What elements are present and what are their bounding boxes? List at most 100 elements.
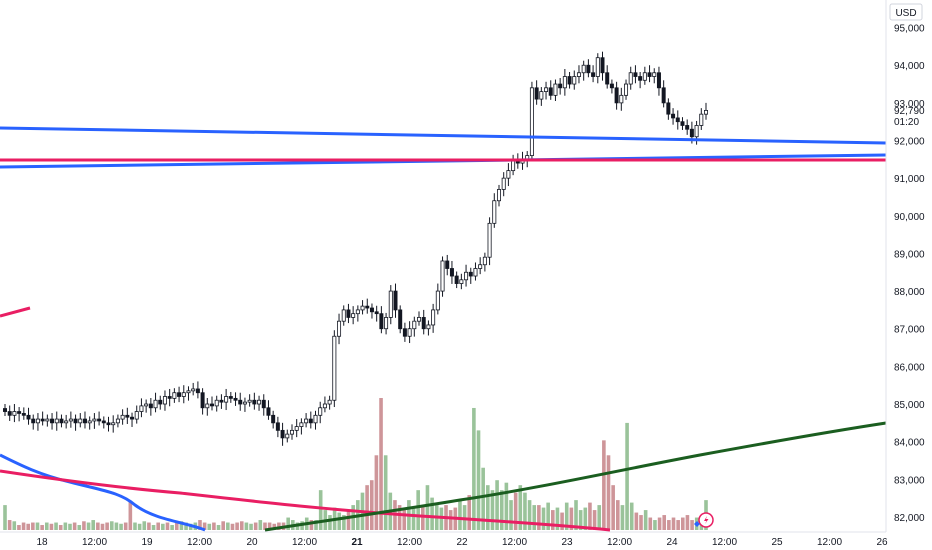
- volume-bar: [337, 512, 342, 530]
- trendline-red-short[interactable]: [0, 306, 31, 318]
- volume-bar: [402, 510, 407, 530]
- time-tick: 12:00: [607, 537, 632, 548]
- volume-bar: [620, 505, 625, 530]
- volume-bar: [96, 522, 100, 530]
- volume-bar: [537, 505, 541, 530]
- volume-bar: [671, 517, 676, 530]
- volume-bar: [657, 517, 662, 530]
- candle-body: [167, 396, 172, 399]
- candle-body: [553, 83, 558, 96]
- volume-bar: [133, 522, 137, 530]
- candle-body: [341, 309, 346, 322]
- candle-body: [7, 411, 12, 416]
- volume-bar: [411, 507, 416, 530]
- volume-bar: [68, 523, 72, 530]
- candle-body: [369, 307, 374, 313]
- time-tick: 19: [141, 537, 153, 548]
- candle-body: [440, 260, 445, 292]
- candle-body: [529, 87, 534, 156]
- candle-body: [247, 399, 252, 403]
- candle-body: [435, 290, 440, 311]
- candle-body: [680, 121, 685, 126]
- candle-body: [487, 222, 492, 258]
- volume-bar: [551, 510, 555, 530]
- candle-body: [351, 313, 356, 318]
- volume-bar: [226, 522, 230, 530]
- volume-bar: [249, 523, 253, 530]
- candle-body: [642, 72, 647, 81]
- candle-body: [64, 420, 69, 424]
- candle-body: [97, 418, 102, 422]
- volume-bar: [21, 522, 26, 530]
- candle-body: [605, 72, 610, 85]
- volume-bar: [123, 522, 128, 530]
- volume-bar: [165, 522, 170, 530]
- time-tick: 12:00: [187, 537, 212, 548]
- candle-body: [219, 399, 224, 403]
- candle-body: [360, 305, 365, 311]
- candle-body: [35, 418, 40, 424]
- candle-body: [459, 279, 464, 284]
- volume-bar: [518, 485, 523, 530]
- candle-body: [501, 177, 506, 190]
- volume-bar: [648, 517, 653, 530]
- time-tick: 12:00: [502, 537, 527, 548]
- volume-bar: [100, 523, 105, 530]
- trendline-blue-upper[interactable]: [0, 126, 887, 145]
- volume-bar: [3, 505, 7, 530]
- volume-bar: [258, 520, 263, 530]
- candle-body: [21, 413, 26, 416]
- volume-bar: [560, 512, 564, 530]
- volume-bar: [221, 521, 225, 530]
- volume-bar: [244, 522, 249, 530]
- volume-bar: [458, 500, 462, 530]
- time-axis[interactable]: 18 12:00 19 12:00 20 12:00 21 12:00 22 12:00 23 12:…: [0, 531, 932, 550]
- candle-body: [468, 271, 473, 277]
- price-tick: 94,000: [894, 61, 925, 72]
- volume-bar: [174, 522, 179, 530]
- volume-bar: [448, 510, 453, 530]
- candle-body: [327, 399, 332, 405]
- time-tick: 22: [456, 537, 468, 548]
- volume-bar: [91, 520, 96, 530]
- volume-bar: [546, 502, 550, 530]
- candle-body: [595, 57, 600, 77]
- candle-body: [115, 418, 120, 424]
- candle-body: [496, 189, 501, 202]
- currency-label: USD: [895, 8, 916, 19]
- time-tick: 24: [666, 537, 678, 548]
- volume-bar: [574, 500, 578, 530]
- currency-badge[interactable]: [889, 3, 923, 21]
- volume-bar: [629, 502, 634, 530]
- candle-body: [666, 102, 671, 115]
- candle-body: [694, 125, 699, 138]
- price-axis[interactable]: USD 95,000 94,000 93,000 92,000 91,000 90,000…: [885, 0, 932, 532]
- candle-body: [322, 403, 327, 409]
- candle-body: [478, 264, 483, 269]
- volume-bar: [26, 523, 31, 530]
- candle-body: [609, 83, 614, 89]
- candle-body: [92, 418, 97, 422]
- volume-bar: [527, 500, 532, 530]
- candle-body: [177, 392, 182, 397]
- volume-bar: [490, 490, 495, 530]
- countdown-label: 01:20: [894, 117, 919, 128]
- bolt-icon[interactable]: [698, 512, 714, 528]
- candle-body: [586, 64, 591, 74]
- volume-bar: [314, 520, 318, 530]
- volume-bar: [63, 522, 68, 530]
- diamond-icon[interactable]: [694, 521, 700, 527]
- volume-bar: [676, 520, 680, 530]
- volume-bar: [541, 507, 546, 530]
- candle-body: [567, 76, 572, 85]
- candle-body: [393, 290, 398, 311]
- volume-bar: [397, 505, 402, 530]
- candle-body: [581, 64, 586, 74]
- volume-bar: [379, 398, 383, 530]
- drawings[interactable]: [0, 126, 887, 532]
- candle-body: [661, 87, 666, 104]
- candle-body: [482, 256, 487, 266]
- volume-bar: [128, 501, 133, 530]
